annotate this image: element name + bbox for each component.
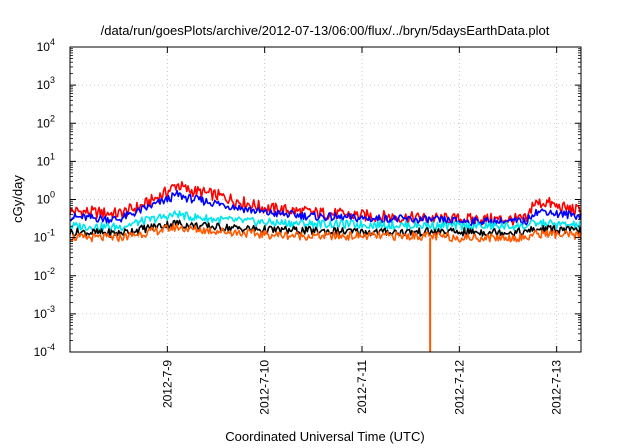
data-series — [69, 181, 582, 243]
y-tick-label: 103 — [37, 75, 55, 92]
y-tick-label: 10-4 — [34, 342, 55, 359]
series-line — [69, 210, 582, 232]
x-ticks: 2012-7-9 2012-7-10 2012-7-11 2012-7-12 2012-… — [160, 47, 564, 415]
x-tick-label: 2012-7-13 — [550, 360, 564, 415]
x-tick-label: 2012-7-12 — [452, 360, 466, 415]
x-tick-label: 2012-7-11 — [355, 360, 369, 414]
y-tick-label: 100 — [37, 190, 55, 207]
y-tick-label: 10-2 — [34, 266, 55, 283]
x-axis-label: Coordinated Universal Time (UTC) — [225, 429, 424, 444]
x-tick-label: 2012-7-10 — [258, 360, 272, 415]
series-line — [69, 223, 582, 243]
y-tick-label: 101 — [37, 151, 55, 168]
y-tick-label: 104 — [37, 37, 55, 54]
y-tick-label: 102 — [37, 113, 55, 130]
x-tick-label: 2012-7-9 — [160, 360, 174, 408]
y-tick-label: 10-1 — [34, 228, 55, 245]
series-line — [69, 181, 582, 226]
y-ticks: 10-4 10-3 10-2 10-1 100 101 102 103 104 — [34, 37, 581, 359]
chart-title: /data/run/goesPlots/archive/2012-07-13/0… — [101, 23, 550, 38]
y-axis-label: cGy/day — [10, 175, 25, 223]
y-tick-label: 10-3 — [34, 304, 55, 321]
